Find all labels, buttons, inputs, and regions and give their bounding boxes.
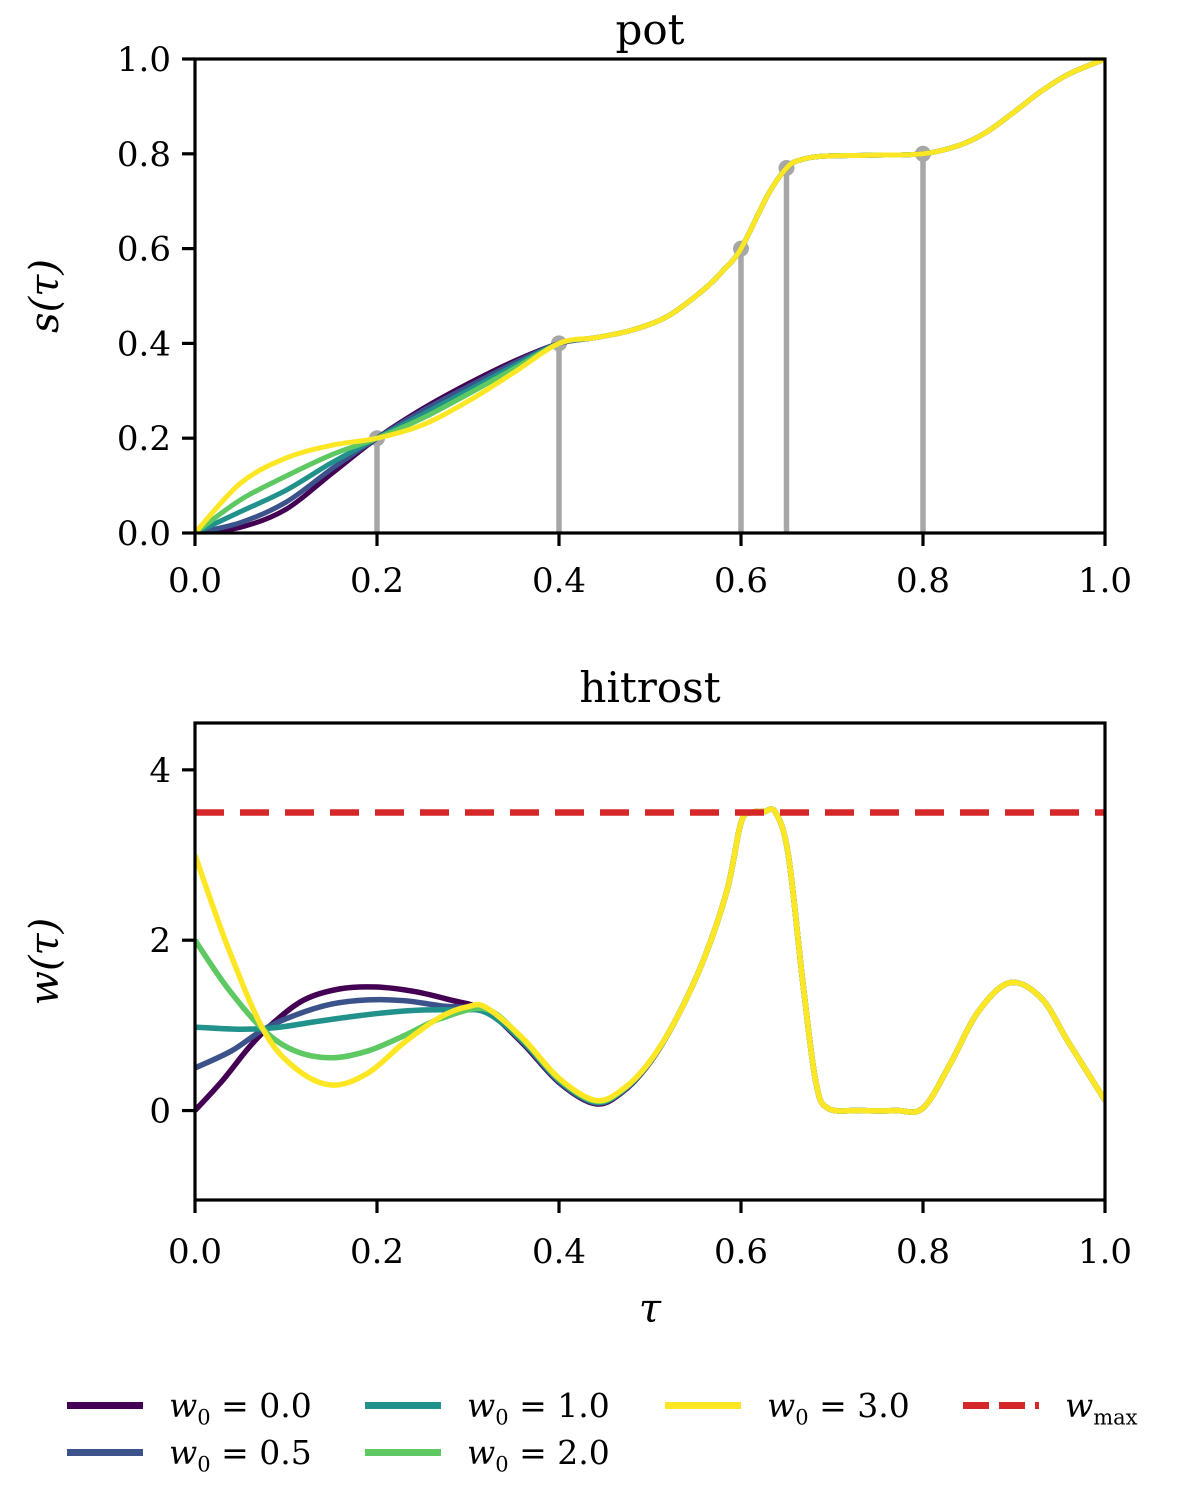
y-axis-label: s(τ) <box>22 259 68 333</box>
legend-item-wmax: wmax <box>963 1384 1138 1430</box>
series-w0=3.0 <box>195 59 1105 533</box>
legend-item-w0-2.0: w0 = 2.0 <box>365 1431 610 1477</box>
x-tick-label: 0.6 <box>714 561 768 601</box>
legend-swatch-w0-0.0 <box>67 1401 143 1409</box>
legend-swatch-w0-0.5 <box>67 1448 143 1456</box>
x-tick-label: 0.6 <box>714 1232 768 1272</box>
legend-item-w0-0.5: w0 = 0.5 <box>67 1431 312 1477</box>
y-tick-label: 2 <box>149 921 171 961</box>
y-tick-label: 0 <box>149 1092 171 1132</box>
legend-swatch-w0-2.0 <box>365 1448 441 1456</box>
x-tick-label: 0.2 <box>350 1232 404 1272</box>
legend-label-w0-1.0: w0 = 1.0 <box>467 1385 610 1430</box>
axes-box <box>193 721 1107 1202</box>
x-tick-label: 1.0 <box>1078 561 1132 601</box>
legend-item-w0-3.0: w0 = 3.0 <box>665 1384 910 1430</box>
legend-label-w0-3.0: w0 = 3.0 <box>767 1385 910 1430</box>
y-tick-label: 0.6 <box>117 230 171 270</box>
x-tick-label: 0.2 <box>350 561 404 601</box>
x-tick-label: 1.0 <box>1078 1232 1132 1272</box>
legend-label-w0-0.0: w0 = 0.0 <box>169 1385 312 1430</box>
x-tick-label: 0.0 <box>168 561 222 601</box>
x-tick-label: 0.0 <box>168 1232 222 1272</box>
y-tick-label: 0.8 <box>117 135 171 175</box>
x-tick-label: 0.8 <box>896 1232 950 1272</box>
y-tick-label: 0.0 <box>117 514 171 554</box>
y-tick-label: 4 <box>149 751 171 791</box>
legend-label-w0-2.0: w0 = 2.0 <box>467 1432 610 1477</box>
y-tick-label: 0.2 <box>117 419 171 459</box>
x-tick-label: 0.8 <box>896 561 950 601</box>
chart-title-pot: pot <box>615 5 684 54</box>
y-axis-label: w(τ) <box>22 918 68 1006</box>
legend-item-w0-0.0: w0 = 0.0 <box>67 1384 312 1430</box>
x-tick-label: 0.4 <box>532 1232 586 1272</box>
legend-swatch-wmax <box>963 1401 1039 1409</box>
legend-label-wmax: wmax <box>1065 1385 1138 1430</box>
chart-title-hitrost: hitrost <box>579 663 720 712</box>
legend-label-w0-0.5: w0 = 0.5 <box>169 1432 312 1477</box>
legend-dash-segment <box>963 1401 989 1409</box>
plot-area-pot <box>195 59 1105 533</box>
series-w0=0.0 <box>195 806 1105 1115</box>
legend-dash-segment <box>999 1401 1025 1409</box>
series-w0=1.0 <box>195 59 1105 533</box>
y-tick-label: 1.0 <box>117 40 171 80</box>
x-axis-label: τ <box>639 1286 662 1332</box>
legend-swatch-w0-3.0 <box>665 1401 741 1409</box>
legend-item-w0-1.0: w0 = 1.0 <box>365 1384 610 1430</box>
series-w0=3.0 <box>195 806 1105 1115</box>
y-tick-label: 0.4 <box>117 324 171 364</box>
legend-swatch-w0-1.0 <box>365 1401 441 1409</box>
legend-dash-segment <box>1035 1401 1039 1409</box>
axes-box <box>193 57 1107 535</box>
plot-area-hitrost <box>195 806 1105 1115</box>
x-tick-label: 0.4 <box>532 561 586 601</box>
